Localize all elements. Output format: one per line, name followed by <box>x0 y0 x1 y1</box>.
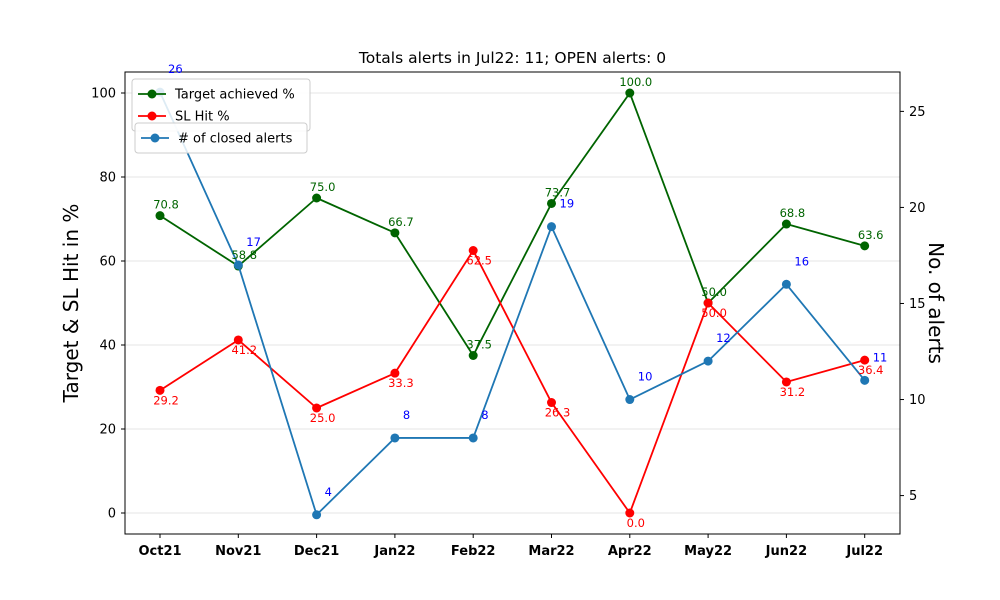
series-point <box>547 222 556 232</box>
x-tick-label: Jul22 <box>845 544 883 559</box>
series-line <box>159 249 865 514</box>
data-label-count: 17 <box>246 235 261 249</box>
legend-box <box>134 122 308 154</box>
x-tick-label: Dec21 <box>294 544 339 559</box>
data-label-sl: 25.0 <box>310 411 336 425</box>
data-label-count: 12 <box>716 331 731 345</box>
y-right-tick-label: 10 <box>909 393 926 408</box>
series-point <box>312 193 322 203</box>
x-tick-label: Apr22 <box>608 544 652 559</box>
series-point <box>625 508 635 518</box>
data-label-sl: 29.2 <box>153 393 179 407</box>
legend-swatch-marker <box>147 89 157 99</box>
y-left-tick-label: 40 <box>99 339 116 354</box>
series-point <box>312 510 322 520</box>
data-label-sl: 41.2 <box>231 343 257 357</box>
y-right-tick-label: 20 <box>909 201 926 216</box>
series-point <box>625 395 635 405</box>
data-label-sl: 36.4 <box>858 363 884 377</box>
data-label-target: 66.7 <box>388 215 414 229</box>
series-point <box>625 88 635 98</box>
y-left-tick-label: 0 <box>108 507 116 522</box>
data-label-target: 68.8 <box>780 206 806 220</box>
series-point <box>703 356 713 366</box>
series-point <box>233 260 243 270</box>
y-right-tick-label: 25 <box>909 105 926 120</box>
data-label-count: 19 <box>560 197 575 211</box>
data-label-sl: 0.0 <box>627 516 645 530</box>
series-point <box>547 398 556 408</box>
data-label-count: 10 <box>638 370 653 384</box>
y-left-tick-label: 100 <box>91 87 116 102</box>
series-layer <box>155 87 870 520</box>
series-point <box>390 228 400 238</box>
series-point <box>155 211 165 221</box>
data-label-target: 70.8 <box>153 198 179 212</box>
data-label-sl: 62.5 <box>466 254 492 268</box>
series-point <box>312 403 322 413</box>
series-point <box>468 433 478 443</box>
series-point <box>860 375 870 385</box>
ticks-layer: 0 20 40 60 80 100 5 10 15 20 25 Oct21 Nov21 Dec21 Jan2… <box>91 87 925 560</box>
y-left-tick-label: 80 <box>99 171 116 186</box>
data-label-target: 75.0 <box>310 180 336 194</box>
legend-swatch-marker <box>150 133 160 143</box>
legend-layer: Target achieved % SL Hit % # of closed ale… <box>131 78 311 154</box>
series-point <box>703 298 713 308</box>
x-tick-label: Mar22 <box>528 544 574 559</box>
legend-entry: Target achieved % <box>174 88 295 103</box>
data-labels-layer: 70.858.875.066.737.573.7100.050.068.863.… <box>153 62 887 530</box>
series-point <box>468 351 478 360</box>
y-right-tick-label: 5 <box>909 489 917 504</box>
data-label-sl: 31.2 <box>780 385 806 399</box>
data-label-count: 4 <box>325 485 332 499</box>
x-tick-label: Feb22 <box>451 544 496 559</box>
data-label-count: 8 <box>403 408 410 422</box>
x-tick-label: Nov21 <box>215 544 261 559</box>
x-tick-label: Jun22 <box>765 544 807 559</box>
series-point <box>233 335 243 345</box>
data-label-sl: 26.3 <box>545 406 571 420</box>
grid-layer <box>125 92 900 514</box>
data-label-count: 16 <box>794 254 809 268</box>
y-left-tick-label: 20 <box>99 423 116 438</box>
data-label-target: 100.0 <box>619 75 652 89</box>
chart-title: Totals alerts in Jul22: 11; OPEN alerts:… <box>358 49 666 67</box>
series-point <box>390 368 400 378</box>
series-point <box>390 433 400 443</box>
data-label-target: 37.5 <box>466 338 492 352</box>
series-point <box>155 385 165 395</box>
legend-entry: # of closed alerts <box>178 132 293 147</box>
data-label-count: 26 <box>168 62 183 76</box>
series-point <box>781 279 791 289</box>
data-label-target: 63.6 <box>858 228 884 242</box>
y-axis-left-label: Target & SL Hit in % <box>59 204 83 404</box>
legend-swatch-marker <box>147 111 157 121</box>
y-left-tick-label: 60 <box>99 255 116 270</box>
series-point <box>860 241 870 251</box>
y-axis-right-label: No. of alerts <box>924 242 948 364</box>
series-point <box>781 219 791 229</box>
data-label-sl: 50.0 <box>701 306 727 320</box>
series-point <box>860 355 870 365</box>
series-point <box>547 198 556 208</box>
data-label-count: 8 <box>481 408 488 422</box>
series-point <box>468 246 478 255</box>
series-point <box>781 377 791 387</box>
data-label-count: 11 <box>873 350 888 364</box>
data-label-target: 58.8 <box>231 248 257 262</box>
x-tick-label: Jan22 <box>373 544 415 559</box>
data-label-target: 50.0 <box>701 285 727 299</box>
series-line <box>159 92 865 357</box>
legend-entry: SL Hit % <box>175 110 230 125</box>
y-right-tick-label: 15 <box>909 297 926 312</box>
data-label-target: 73.7 <box>545 185 571 199</box>
x-tick-label: May22 <box>684 544 732 559</box>
series-line <box>159 91 866 516</box>
x-tick-label: Oct21 <box>138 544 181 559</box>
data-label-sl: 33.3 <box>388 376 414 390</box>
